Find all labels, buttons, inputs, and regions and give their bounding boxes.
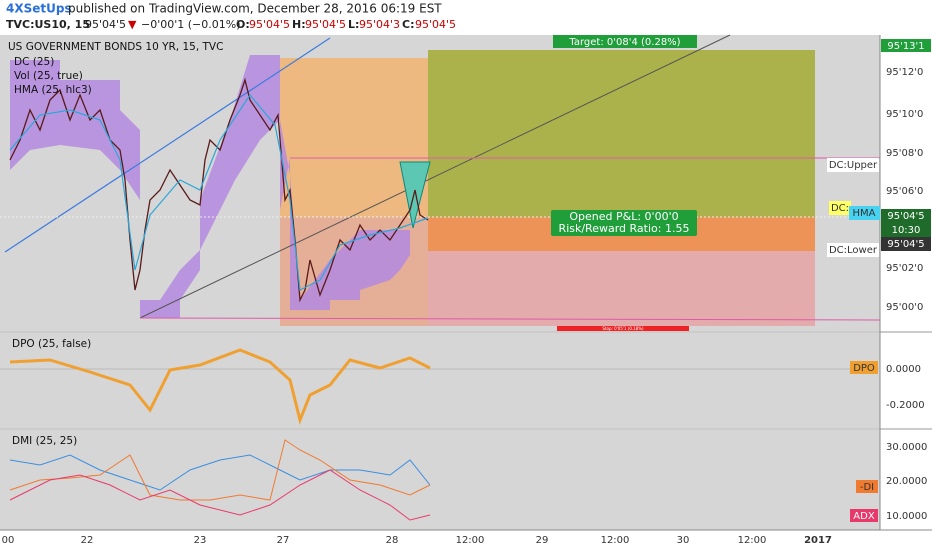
- dc-lower-tag-bg: [827, 243, 879, 257]
- stop-zone: [428, 251, 815, 326]
- price-tick: 95'08'0: [886, 148, 923, 159]
- o-label: O:: [236, 18, 250, 31]
- pane-title: DMI (25, 25): [12, 435, 77, 447]
- change: −0'00'1 (−0.01%): [141, 18, 241, 31]
- price-axis-bg: [880, 35, 932, 530]
- price-tick: 95'02'0: [886, 263, 923, 274]
- target-price: 95'13'1: [887, 41, 924, 52]
- time-tick: 12:00: [601, 535, 630, 546]
- symbol: TVC:US10, 15: [6, 18, 90, 31]
- countdown: 10:30: [892, 225, 921, 236]
- price-tick: 95'12'0: [886, 67, 923, 78]
- target-price-bg: [881, 39, 931, 52]
- indicator: HMA (25, hlc3): [14, 84, 92, 96]
- dpo-tick: 0.0000: [886, 364, 921, 375]
- dc-lower-tag: DC:Lower: [829, 245, 878, 256]
- time-tick: 28: [386, 535, 399, 546]
- trend-line: [4, 37, 331, 253]
- dc-band: [10, 55, 410, 318]
- dc-mid-tag: DC:: [831, 203, 849, 214]
- adx-tag-bg: [850, 509, 878, 522]
- di-tag-bg: [856, 480, 878, 493]
- time-tick: 12:00: [456, 535, 485, 546]
- last-price-bg: [881, 209, 931, 223]
- hma-line: [9, 93, 429, 291]
- l-label: L:: [348, 18, 359, 31]
- symbol-bar: TVC:US10, 15 95'04'5 ▼ −0'00'1 (−0.01%) …: [6, 18, 456, 31]
- target-label: Target: 0'08'4 (0.28%): [568, 37, 680, 48]
- time-tick: 30: [677, 535, 690, 546]
- arrow: ▼: [128, 18, 137, 31]
- price-tick: 95'06'0: [886, 186, 923, 197]
- o: 95'04'5: [249, 18, 290, 31]
- time-tick: 00: [2, 535, 15, 546]
- orange-zone: [280, 58, 428, 217]
- countdown-bg: [881, 223, 931, 237]
- dpo-histogram: [9, 348, 431, 425]
- plus-di: [9, 454, 431, 491]
- dc-mid-tag-bg: [829, 201, 851, 215]
- time-tick: 12:00: [738, 535, 767, 546]
- dmi-tick: 20.0000: [886, 476, 927, 487]
- time-tick: 22: [81, 535, 94, 546]
- author[interactable]: 4XSetUps: [6, 2, 72, 16]
- dpo-tick: -0.2000: [886, 400, 925, 411]
- stop-label-bg: [557, 326, 689, 331]
- pane-title: DPO (25, false): [12, 338, 91, 350]
- last: 95'04'5: [85, 18, 126, 31]
- hma-price-bg: [881, 237, 931, 251]
- dpo-pane: [0, 333, 880, 428]
- hma-price: 95'04'5: [887, 239, 924, 250]
- price-series: [9, 77, 429, 303]
- h-label: H:: [292, 18, 306, 31]
- last-price: 95'04'5: [887, 211, 924, 222]
- adx: [9, 469, 431, 521]
- stop-label: Stop: 0'05'1 (0.18%): [602, 326, 644, 331]
- h: 95'04'5: [305, 18, 346, 31]
- rr: Risk/Reward Ratio: 1.55: [559, 222, 690, 235]
- header-bg: [0, 0, 932, 35]
- time-tick: 27: [277, 535, 290, 546]
- dmi-pane: [0, 430, 880, 530]
- dc-upper-tag: DC:Upper: [829, 160, 878, 171]
- indicator: DC (25): [14, 56, 54, 68]
- dmi-tick: 10.0000: [886, 511, 927, 522]
- di-tag: -DI: [860, 482, 874, 493]
- c: 95'04'5: [415, 18, 456, 31]
- minus-di: [9, 439, 431, 501]
- dc-lower-line: [139, 317, 881, 321]
- adx-tag: ADX: [853, 511, 875, 522]
- indicator: Vol (25, true): [14, 70, 83, 82]
- price-tick: 95'10'0: [886, 109, 923, 120]
- l: 95'04'3: [359, 18, 400, 31]
- target-label-bg: [553, 35, 697, 48]
- published: published on TradingView.com, December 2…: [68, 2, 442, 16]
- dpo-tag-bg: [850, 361, 878, 374]
- price-tick: 95'00'0: [886, 302, 923, 313]
- pnl: Opened P&L: 0'00'0: [569, 210, 678, 223]
- hma-tag-bg: [849, 206, 880, 220]
- dpo-tag: DPO: [853, 363, 875, 374]
- dc-upper-tag-bg: [827, 158, 879, 172]
- dmi-tick: 30.0000: [886, 442, 927, 453]
- triangle: [399, 161, 431, 229]
- time-tick: 23: [194, 535, 207, 546]
- target-zone: [428, 50, 815, 217]
- time-tick: 2017: [804, 535, 832, 546]
- pnl-box: [551, 210, 697, 236]
- hma-tag: HMA: [853, 208, 876, 219]
- time-tick: 29: [536, 535, 549, 546]
- trend-line: [139, 34, 731, 319]
- pane-title: US GOVERNMENT BONDS 10 YR, 15, TVC: [8, 41, 223, 53]
- c-label: C:: [402, 18, 414, 31]
